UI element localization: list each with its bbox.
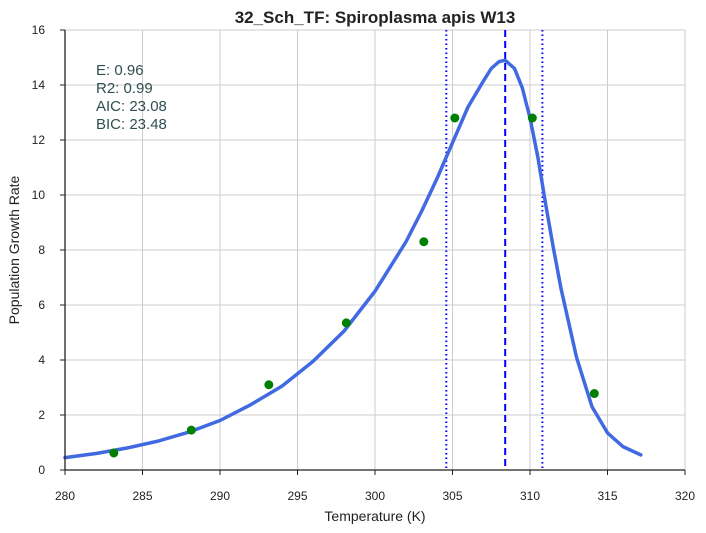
x-axis-label: Temperature (K) (324, 508, 425, 524)
fit-curve-line (63, 58, 643, 460)
fit-statistic-label: E: 0.96 (96, 62, 144, 79)
fit-statistic-label: BIC: 23.48 (96, 116, 167, 133)
data-point (589, 389, 599, 399)
x-tick-label: 300 (365, 489, 385, 503)
data-point (527, 113, 537, 123)
chart-title: 32_Sch_TF: Spiroplasma apis W13 (235, 8, 516, 27)
y-tick-label: 6 (38, 298, 45, 312)
y-tick-label: 16 (32, 23, 46, 37)
x-tick-label: 305 (442, 489, 462, 503)
y-tick-label: 4 (38, 353, 45, 367)
observed-points (109, 113, 599, 458)
y-tick-label: 2 (38, 408, 45, 422)
data-point (341, 318, 351, 328)
x-tick-label: 315 (597, 489, 617, 503)
y-tick-label: 14 (32, 78, 46, 92)
x-tick-label: 310 (520, 489, 540, 503)
fit-statistic-label: R2: 0.99 (96, 80, 153, 97)
x-tick-label: 295 (287, 489, 307, 503)
data-point (186, 425, 196, 435)
y-axis-label: Population Growth Rate (6, 175, 22, 324)
data-point (419, 237, 429, 247)
data-point (450, 113, 460, 123)
data-point (264, 380, 274, 390)
y-tick-label: 8 (38, 243, 45, 257)
optimum-temperature-lines (445, 30, 544, 470)
y-tick-label: 10 (32, 188, 46, 202)
x-ticks: 280 285 290 295 300 305 310 315 320 (55, 470, 695, 503)
data-point (109, 448, 119, 458)
y-ticks: 0 2 4 6 8 10 12 14 16 (32, 23, 65, 477)
x-tick-label: 290 (210, 489, 230, 503)
fit-statistic-label: AIC: 23.08 (96, 98, 167, 115)
x-tick-label: 320 (675, 489, 695, 503)
fitted-curve (63, 58, 643, 460)
x-tick-label: 280 (55, 489, 75, 503)
grid-lines (64, 29, 686, 471)
y-tick-label: 12 (32, 133, 46, 147)
y-tick-label: 0 (38, 463, 45, 477)
x-tick-label: 285 (132, 489, 152, 503)
